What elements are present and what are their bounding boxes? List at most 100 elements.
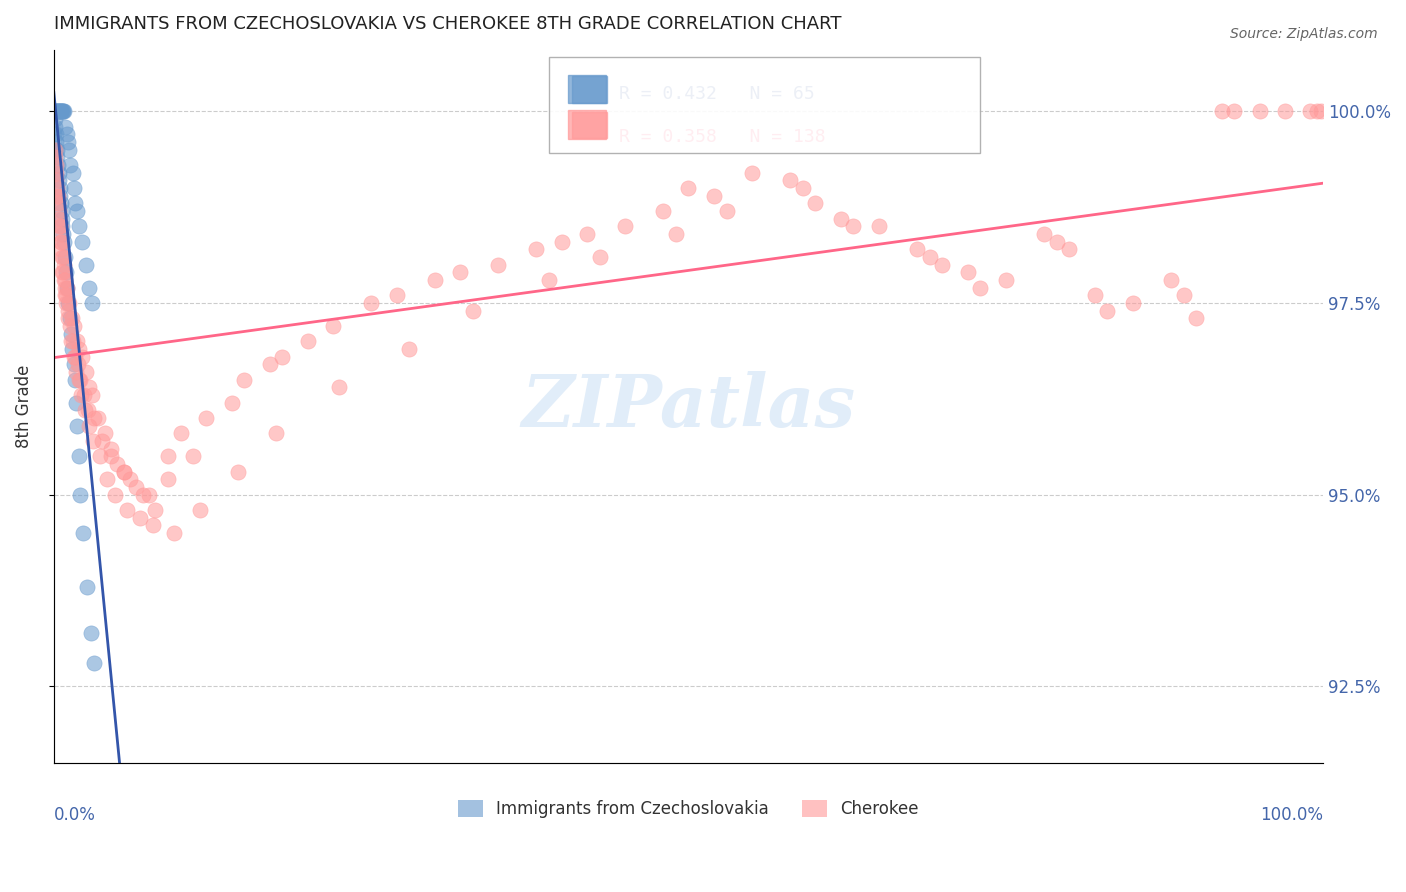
Point (271, 350, 294, 364)
Point (449, 265, 471, 279)
Point (58, 296, 80, 310)
Point (969, 280, 991, 294)
Point (66, 203, 89, 218)
Point (524, 242, 547, 256)
Point (48, 104, 70, 119)
Point (76, 580, 98, 594)
Point (328, 380, 350, 394)
Point (79, 625, 101, 640)
Point (66, 418, 89, 433)
Point (423, 273, 446, 287)
Point (63, 318, 86, 333)
Point (614, 219, 637, 234)
Point (59, 311, 82, 326)
Point (91, 434, 114, 448)
Point (322, 318, 344, 333)
Point (716, 203, 738, 218)
Point (83, 411, 105, 425)
Point (665, 227, 688, 241)
Text: 0.0%: 0.0% (53, 806, 96, 824)
Text: 100.0%: 100.0% (1260, 806, 1323, 824)
Point (44, 150, 66, 164)
Point (931, 258, 953, 272)
Point (1274, 104, 1296, 119)
Point (142, 518, 165, 533)
Point (62, 165, 84, 179)
Point (63, 373, 86, 387)
Point (67, 219, 90, 234)
Point (48, 211, 70, 226)
Point (46, 104, 69, 119)
Point (51, 104, 73, 119)
Bar (568, 75, 606, 103)
Point (157, 472, 180, 486)
Point (53, 273, 76, 287)
Point (49, 227, 72, 241)
Point (118, 472, 141, 486)
Point (60, 342, 83, 356)
Point (461, 303, 484, 318)
Point (51, 196, 73, 211)
Point (264, 426, 287, 441)
Point (48, 173, 70, 187)
Point (49, 235, 72, 249)
Point (48, 219, 70, 234)
Text: R = 0.358   N = 138: R = 0.358 N = 138 (619, 128, 825, 146)
Text: Source: ZipAtlas.com: Source: ZipAtlas.com (1230, 27, 1378, 41)
Point (80, 296, 103, 310)
Point (51, 265, 73, 279)
Point (52, 227, 75, 241)
Point (59, 158, 82, 172)
Point (1306, 104, 1329, 119)
Point (63, 181, 86, 195)
Point (55, 127, 77, 141)
Point (46, 150, 69, 164)
Point (89, 450, 111, 464)
Text: R = 0.432   N = 65: R = 0.432 N = 65 (619, 86, 814, 103)
Point (46, 196, 69, 211)
Point (145, 503, 167, 517)
Point (53, 104, 76, 119)
Point (53, 120, 76, 134)
Point (67, 373, 90, 387)
Point (73, 388, 96, 402)
Point (100, 450, 122, 464)
Point (65, 350, 87, 364)
Point (72, 526, 94, 541)
Point (652, 203, 675, 218)
Point (46, 181, 69, 195)
Text: IMMIGRANTS FROM CZECHOSLOVAKIA VS CHEROKEE 8TH GRADE CORRELATION CHART: IMMIGRANTS FROM CZECHOSLOVAKIA VS CHEROK… (53, 15, 841, 33)
Point (73, 403, 96, 417)
Point (65, 395, 87, 409)
Point (49, 219, 72, 234)
FancyBboxPatch shape (548, 57, 980, 153)
Point (51, 203, 73, 218)
Point (48, 104, 70, 119)
Point (188, 503, 211, 517)
Point (44, 127, 66, 141)
Point (297, 334, 319, 349)
Point (104, 488, 127, 502)
Point (1160, 273, 1182, 287)
Point (138, 488, 160, 502)
Point (80, 388, 103, 402)
Point (703, 188, 725, 202)
Point (678, 181, 700, 195)
Point (75, 365, 97, 379)
Point (112, 465, 135, 479)
Point (226, 465, 249, 479)
Point (51, 104, 73, 119)
Point (741, 165, 763, 179)
Point (66, 334, 89, 349)
Point (259, 357, 281, 371)
Point (79, 380, 101, 394)
Point (52, 250, 75, 264)
Point (49, 104, 72, 119)
Point (398, 342, 420, 356)
Point (55, 288, 77, 302)
Point (66, 357, 89, 371)
Point (62, 350, 84, 364)
Point (918, 250, 941, 264)
Point (44, 120, 66, 134)
Legend: Immigrants from Czechoslovakia, Cherokee: Immigrants from Czechoslovakia, Cherokee (450, 791, 928, 826)
